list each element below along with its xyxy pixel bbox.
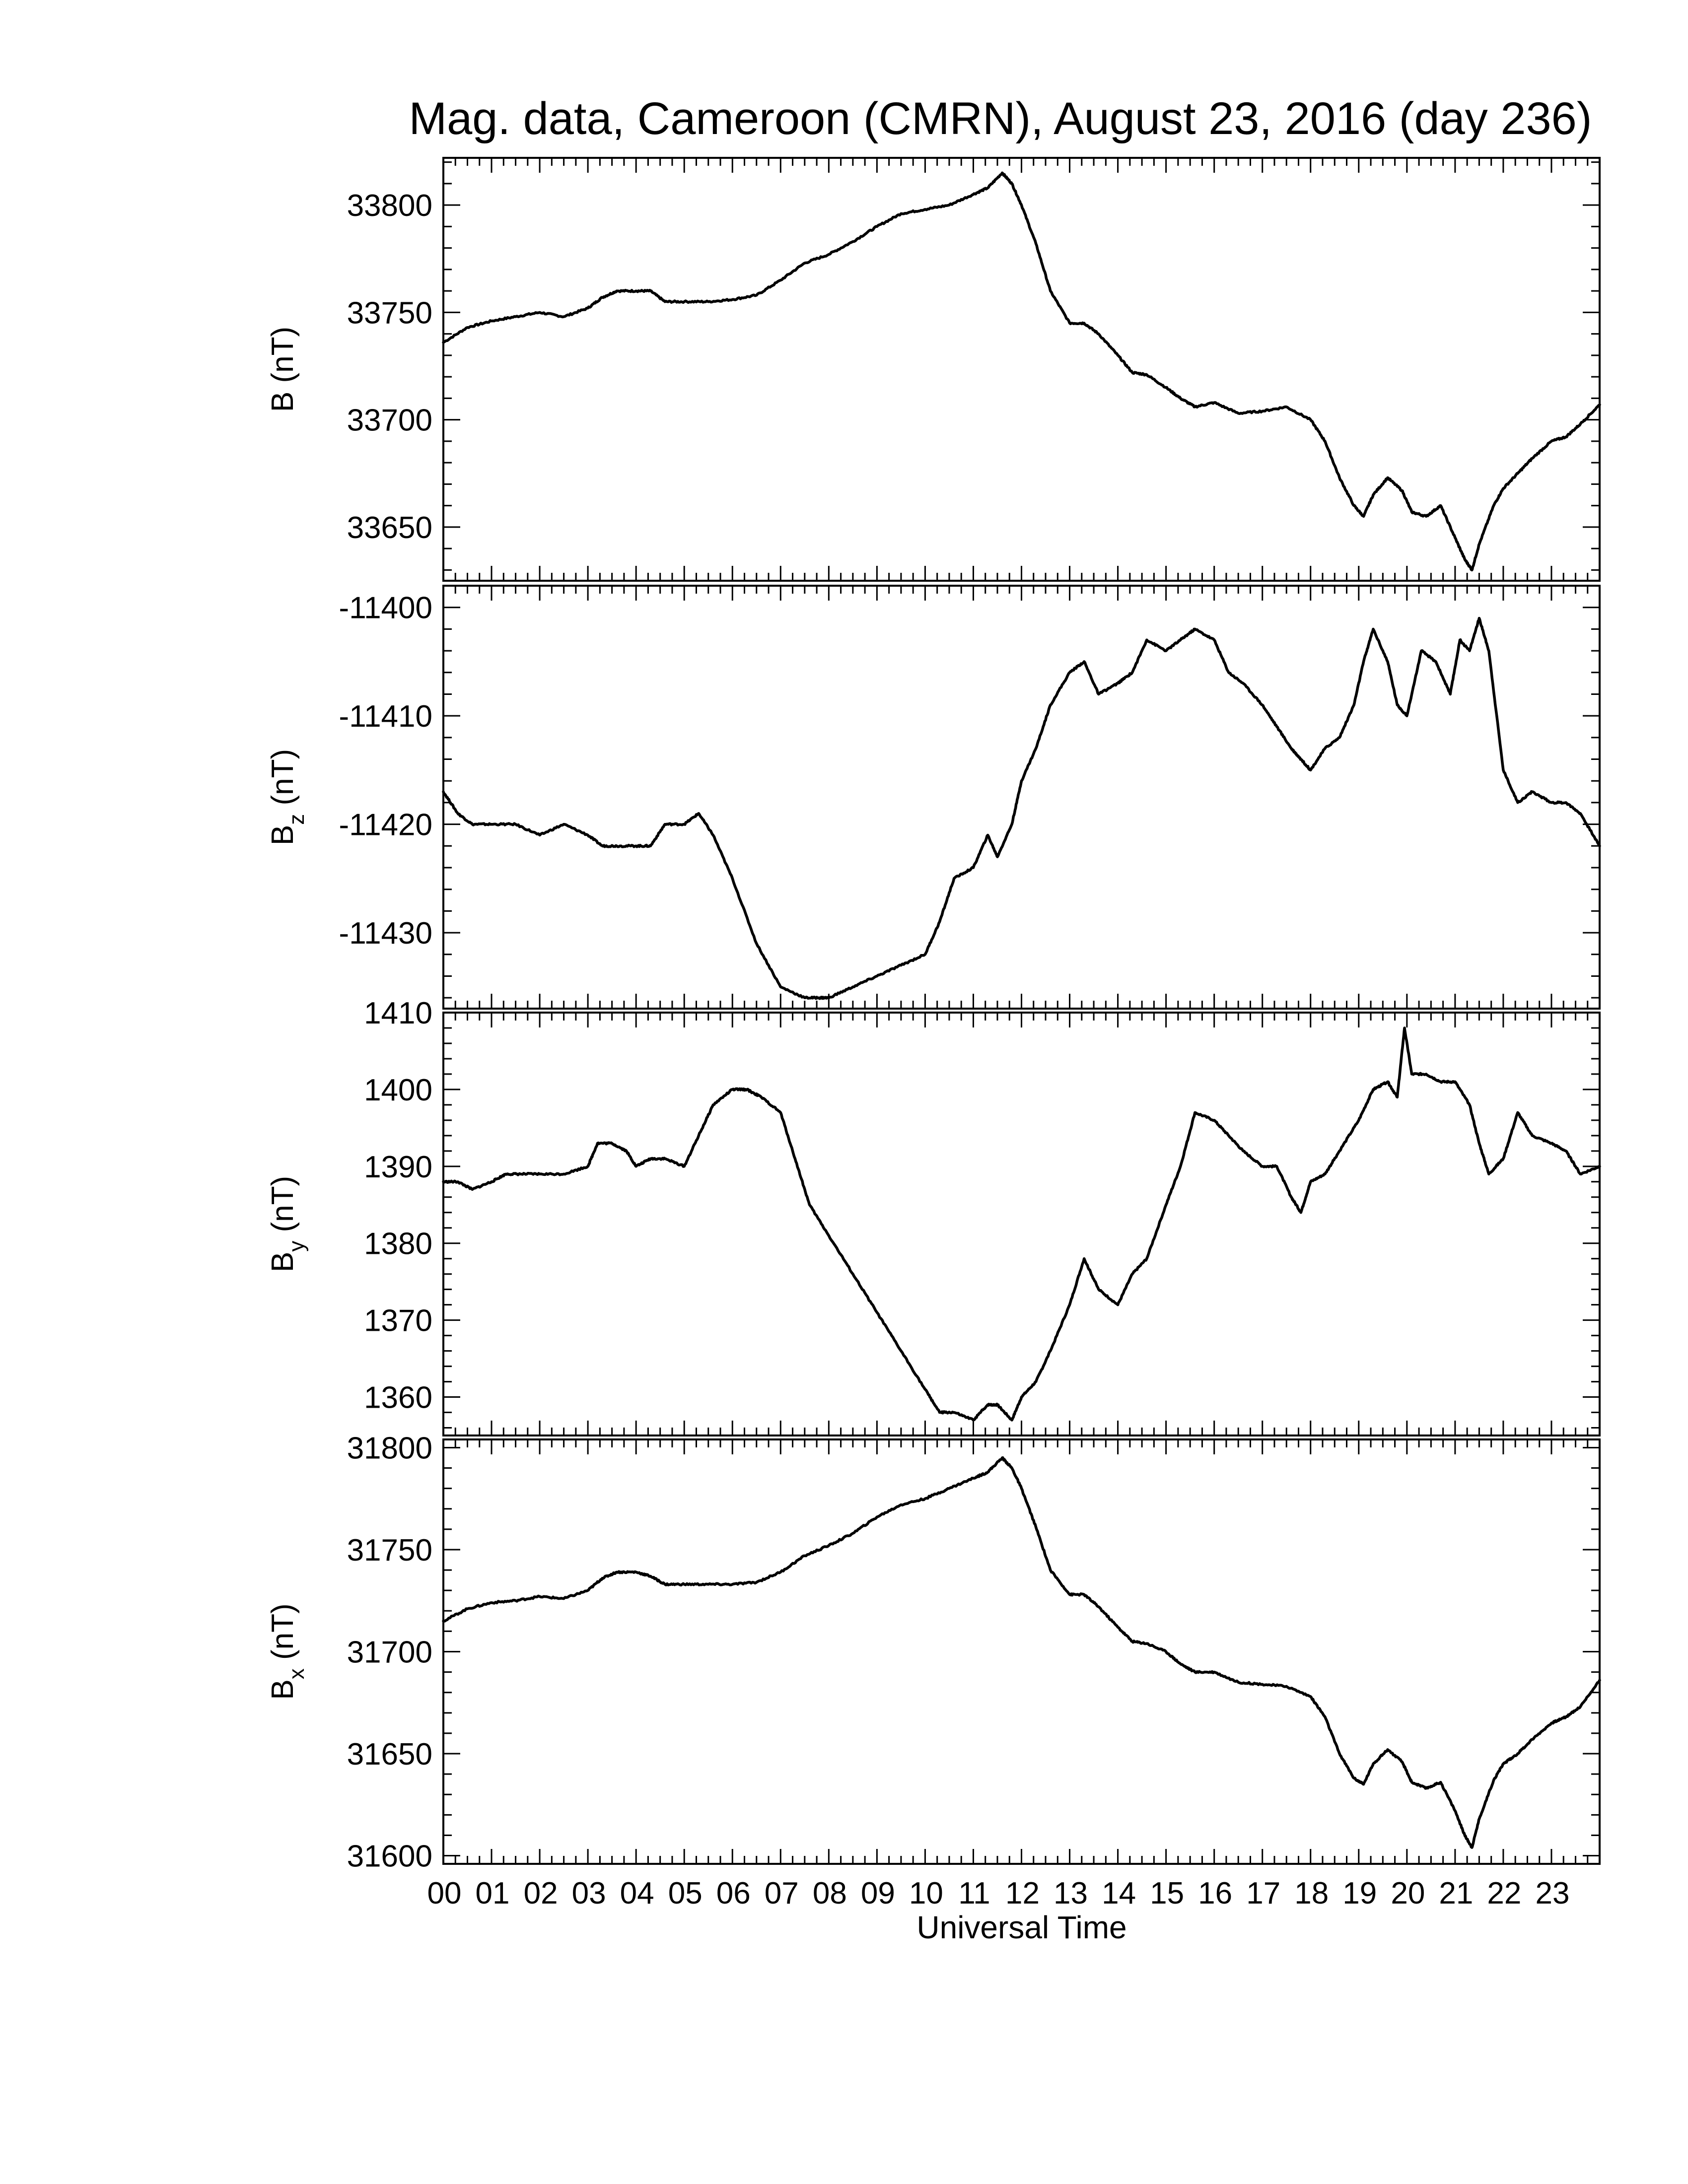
y-tick-label: 31700 xyxy=(347,1636,432,1670)
y-tick-label: 33650 xyxy=(347,511,432,545)
x-axis: 00 01 02 03 04 05 06 07 08 09 10 11 12 13 14 15 16 17 18 19… xyxy=(427,1876,1570,1911)
x-tick-label: 16 xyxy=(1198,1876,1232,1911)
y-tick-label: 1360 xyxy=(364,1381,432,1415)
x-tick-label: 00 xyxy=(427,1876,462,1911)
y-tick-label: 1410 xyxy=(364,996,432,1030)
y-tick-label: 33800 xyxy=(347,189,432,223)
x-tick-label: 01 xyxy=(476,1876,510,1911)
x-tick-label: 14 xyxy=(1102,1876,1136,1911)
panel-4: 31600 31650 31700 31750 31800 Bx (nT) xyxy=(266,1431,1601,1874)
x-tick-label: 09 xyxy=(861,1876,895,1911)
x-tick-label: 13 xyxy=(1054,1876,1088,1911)
x-tick-label: 23 xyxy=(1535,1876,1569,1911)
x-tick-label: 10 xyxy=(909,1876,943,1911)
y-tick-label: 1370 xyxy=(364,1304,432,1338)
data-line xyxy=(442,171,1601,572)
x-tick-label: 06 xyxy=(716,1876,751,1911)
x-tick-label: 07 xyxy=(765,1876,799,1911)
x-tick-label: 11 xyxy=(958,1876,990,1911)
y-tick-label: -11420 xyxy=(339,808,432,842)
y-tick-label: 31650 xyxy=(347,1737,432,1772)
y-axis-label: Bx (nT) xyxy=(266,1603,309,1700)
y-axis-label: Bz (nT) xyxy=(266,749,309,845)
data-line xyxy=(442,616,1601,1000)
x-axis-label: Universal Time xyxy=(916,1910,1126,1945)
panel-1: 33650 33700 33750 33800 B (nT) xyxy=(266,157,1601,582)
x-tick-label: 02 xyxy=(524,1876,558,1911)
panel-2: -11400 -11410 -11420 -11430 Bz (nT) xyxy=(266,585,1601,1010)
x-tick-label: 19 xyxy=(1342,1876,1377,1911)
x-tick-label: 03 xyxy=(572,1876,606,1911)
x-tick-label: 04 xyxy=(620,1876,654,1911)
y-tick-label: 1390 xyxy=(364,1150,432,1184)
x-tick-label: 17 xyxy=(1246,1876,1280,1911)
x-tick-label: 22 xyxy=(1487,1876,1521,1911)
y-tick-label: 1400 xyxy=(364,1073,432,1107)
x-tick-label: 12 xyxy=(1005,1876,1040,1911)
chart-title: Mag. data, Cameroon (CMRN), August 23, 2… xyxy=(409,93,1592,144)
y-tick-label: -11430 xyxy=(339,916,432,951)
y-tick-label: 31750 xyxy=(347,1533,432,1568)
x-tick-label: 21 xyxy=(1439,1876,1473,1911)
y-tick-label: 31800 xyxy=(347,1431,432,1465)
x-tick-label: 05 xyxy=(668,1876,703,1911)
y-axis-label: By (nT) xyxy=(266,1176,309,1272)
data-line xyxy=(442,1456,1601,1849)
x-tick-label: 20 xyxy=(1391,1876,1425,1911)
y-tick-label: -11400 xyxy=(339,591,432,625)
x-tick-label: 18 xyxy=(1294,1876,1329,1911)
y-tick-label: 33700 xyxy=(347,404,432,438)
y-tick-label: 33750 xyxy=(347,296,432,330)
panel-3: 1360 1370 1380 1390 1400 1410 By (nT) xyxy=(266,996,1601,1436)
x-tick-label: 15 xyxy=(1150,1876,1184,1911)
x-tick-label: 08 xyxy=(813,1876,847,1911)
y-axis-label: B (nT) xyxy=(266,327,300,412)
data-line xyxy=(442,1026,1601,1422)
y-tick-label: 1380 xyxy=(364,1227,432,1261)
y-tick-label: -11410 xyxy=(339,699,432,734)
y-tick-label: 31600 xyxy=(347,1840,432,1874)
